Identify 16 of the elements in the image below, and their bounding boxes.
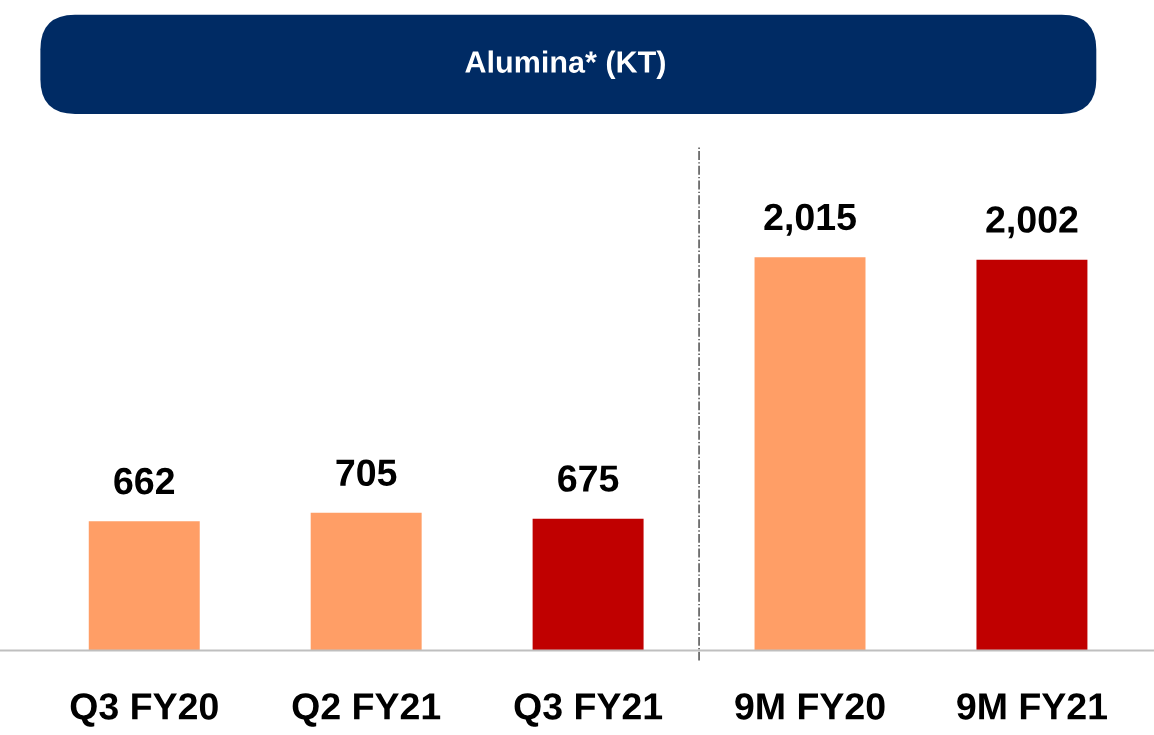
- x-tick-label: Q2 FY21: [292, 693, 441, 727]
- bar: [310, 512, 422, 651]
- x-tick-label: 9M FY20: [735, 693, 885, 720]
- bar: [532, 518, 644, 651]
- x-tick-label: Q3 FY21: [514, 693, 663, 727]
- data-label: 705: [336, 459, 397, 486]
- x-tick-label: Q3 FY20: [70, 693, 218, 727]
- data-label: 2,002: [986, 206, 1078, 239]
- bar: [88, 521, 200, 651]
- data-label: 2,015: [764, 203, 856, 236]
- bar: [754, 257, 866, 651]
- data-label: 662: [114, 467, 175, 495]
- x-tick-label: 9M FY21: [957, 693, 1107, 720]
- bar: [976, 259, 1088, 651]
- data-label: 675: [558, 465, 619, 492]
- chart-title: Alumina* (KT): [465, 50, 665, 79]
